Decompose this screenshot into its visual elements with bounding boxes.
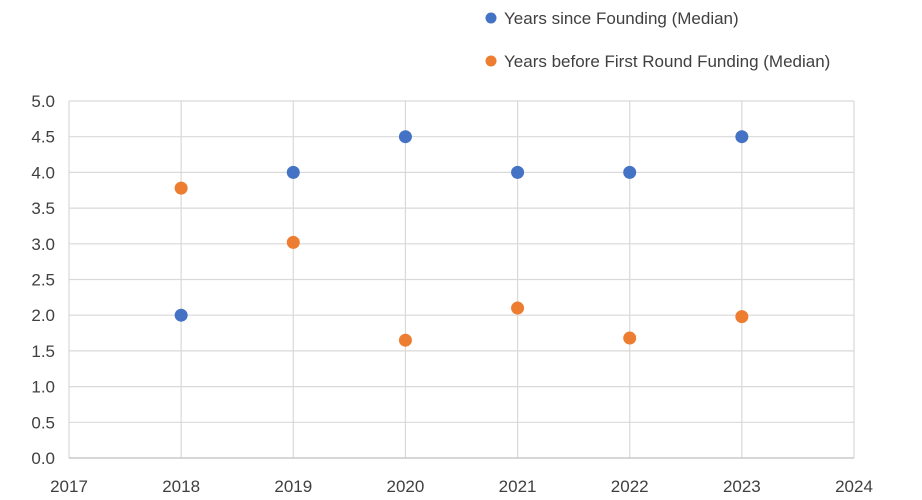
y-tick-label: 3.0 — [31, 235, 55, 254]
y-tick-label: 0.0 — [31, 449, 55, 468]
x-tick-label: 2018 — [162, 477, 200, 496]
data-point-series-2 — [174, 181, 188, 195]
x-tick-label: 2022 — [611, 477, 649, 496]
y-tick-label: 5.0 — [31, 92, 55, 111]
x-tick-label: 2019 — [274, 477, 312, 496]
data-point-series-1 — [286, 165, 300, 179]
y-tick-label: 1.5 — [31, 342, 55, 361]
x-tick-label: 2023 — [723, 477, 761, 496]
data-points — [174, 130, 749, 347]
data-point-series-1 — [174, 308, 188, 322]
legend-label: Years before First Round Funding (Median… — [504, 52, 830, 71]
grid — [68, 100, 855, 458]
x-tick-label: 2017 — [50, 477, 88, 496]
y-tick-label: 1.0 — [31, 378, 55, 397]
tick-labels: 0.0 0.5 1.0 1.5 2.0 2.5 3.0 3.5 4.0 4.5 5.0 2017 201… — [31, 92, 873, 496]
legend-marker — [485, 55, 497, 67]
data-point-series-2 — [286, 235, 300, 249]
legend: Years since Founding (Median) Years befor… — [485, 9, 830, 71]
y-tick-label: 4.5 — [31, 128, 55, 147]
y-tick-label: 4.0 — [31, 163, 55, 182]
data-point-series-1 — [511, 165, 525, 179]
legend-marker — [485, 12, 497, 24]
y-tick-label: 3.5 — [31, 199, 55, 218]
y-tick-label: 2.5 — [31, 271, 55, 290]
data-point-series-1 — [735, 130, 749, 144]
x-tick-label: 2020 — [387, 477, 425, 496]
y-tick-label: 0.5 — [31, 413, 55, 432]
data-point-series-2 — [623, 331, 637, 345]
data-point-series-2 — [511, 301, 525, 315]
data-point-series-1 — [398, 130, 412, 144]
legend-label: Years since Founding (Median) — [504, 9, 739, 28]
data-point-series-2 — [398, 333, 412, 347]
x-tick-label: 2021 — [499, 477, 537, 496]
y-tick-label: 2.0 — [31, 306, 55, 325]
data-point-series-2 — [735, 310, 749, 324]
data-point-series-1 — [623, 165, 637, 179]
x-tick-label: 2024 — [835, 477, 873, 496]
